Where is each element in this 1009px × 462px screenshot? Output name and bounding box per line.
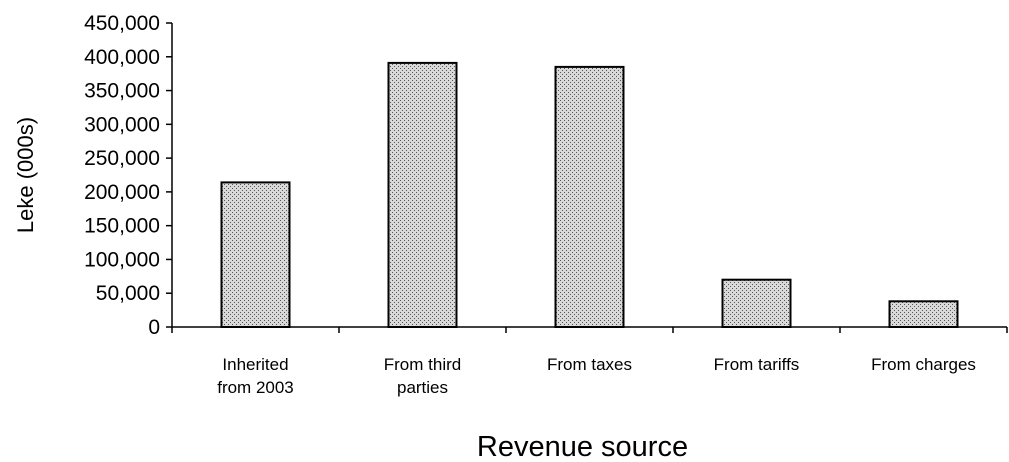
y-tick-label: 100,000 [84,248,160,271]
y-tick-label: 350,000 [84,80,160,103]
x-axis-title: Revenue source [477,431,688,462]
bars-layer [220,61,959,329]
x-category-label: From tariffs [714,355,800,374]
y-tick-label: 300,000 [84,113,160,136]
bar [554,65,625,329]
labels-layer: 0 50,000 100,000 150,000 200,000 250,000 300,0… [13,12,976,462]
bar [387,61,458,329]
x-category-label: Inherited from 2003 [217,355,294,397]
y-tick-label: 250,000 [84,147,160,170]
bar [721,278,792,329]
x-category-label: From taxes [547,355,632,374]
y-tick-label: 0 [148,316,160,339]
x-category-label: From third parties [384,355,461,397]
x-category-label: From charges [871,355,976,374]
y-tick-label: 150,000 [84,215,160,238]
y-tick-label: 450,000 [84,12,160,35]
axes-layer [166,22,1008,333]
y-axis-title: Leke (000s) [13,117,38,233]
y-tick-label: 50,000 [96,282,160,305]
bar [888,300,959,328]
y-tick-label: 200,000 [84,181,160,204]
y-tick-label: 400,000 [84,46,160,69]
bar [220,181,291,328]
